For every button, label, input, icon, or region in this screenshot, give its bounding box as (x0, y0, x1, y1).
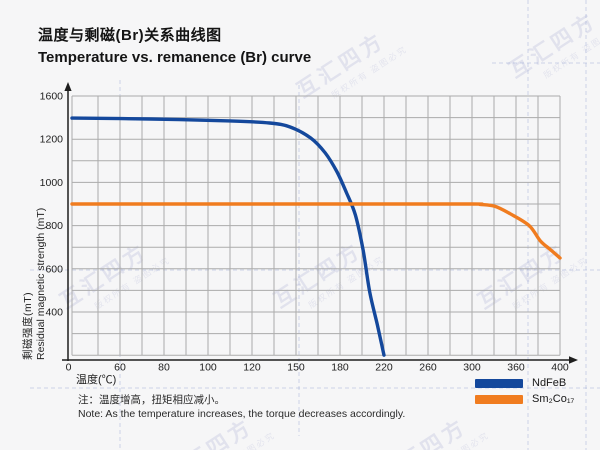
y-tick-label: 600 (45, 263, 63, 275)
x-tick-label: 300 (463, 362, 481, 374)
y-tick-label: 1600 (40, 91, 64, 103)
curve-ndfeb (70, 116, 386, 357)
x-tick-label: 120 (243, 362, 261, 374)
x-tick-label: 400 (551, 362, 569, 374)
y-tick-label: 400 (45, 307, 63, 319)
x-tick-label: 0 (66, 362, 72, 374)
x-axis-title: 温度(℃) (76, 374, 117, 386)
x-axis-arrow-icon (569, 356, 578, 364)
footnote-zh: 注：温度增高，扭矩相应减小。 (78, 394, 225, 406)
y-axis-arrow-icon (64, 82, 72, 91)
footnote: 注：温度增高，扭矩相应减小。 Note: As the temperature … (78, 394, 405, 421)
grid (71, 95, 561, 356)
legend-swatch-ndfeb (475, 378, 523, 388)
legend: NdFeB Sm₂Co₁₇ (475, 377, 574, 409)
x-tick-label: 180 (331, 362, 349, 374)
y-axis-title-en: Residual magnetic strength (mT) (35, 207, 48, 360)
footnote-en: Note: As the temperature increases, the … (78, 407, 406, 420)
legend-label-ndfeb: NdFeB (532, 377, 567, 389)
legend-label-sm2co17: Sm₂Co₁₇ (532, 393, 575, 405)
chart-title-zh: 温度与剩磁(Br)关系曲线图 (38, 27, 222, 44)
x-tick-label: 260 (419, 362, 437, 374)
y-tick-label: 1200 (40, 134, 64, 146)
axes (62, 82, 578, 364)
y-axis-title: 剩磁强度(mT) Residual magnetic strength (mT) (22, 60, 48, 360)
y-tick-label: 1000 (40, 177, 64, 189)
curves (70, 116, 562, 357)
legend-swatch-sm2co17 (475, 394, 523, 404)
x-tick-labels: 0 60 80 100 120 150 180 220 260 300 360 400 (66, 362, 569, 374)
y-tick-label: 800 (45, 220, 63, 232)
curve-sm2co17 (70, 202, 562, 260)
y-tick-labels: 1600 1200 1000 800 600 400 (40, 91, 64, 319)
chart-title-block: 温度与剩磁(Br)关系曲线图 Temperature vs. remanence… (38, 24, 311, 66)
x-tick-label: 360 (507, 362, 525, 374)
y-axis-title-zh: 剩磁强度(mT) (22, 291, 34, 360)
x-tick-label: 150 (287, 362, 305, 374)
legend-item-ndfeb: NdFeB (475, 377, 574, 389)
chart-title-en: Temperature vs. remanence (Br) curve (38, 49, 312, 66)
guide-lines (30, 0, 600, 450)
legend-item-sm2co17: Sm₂Co₁₇ (475, 393, 574, 405)
x-tick-label: 100 (199, 362, 217, 374)
x-tick-label: 60 (114, 362, 126, 374)
x-tick-label: 220 (375, 362, 393, 374)
x-tick-label: 80 (158, 362, 170, 374)
